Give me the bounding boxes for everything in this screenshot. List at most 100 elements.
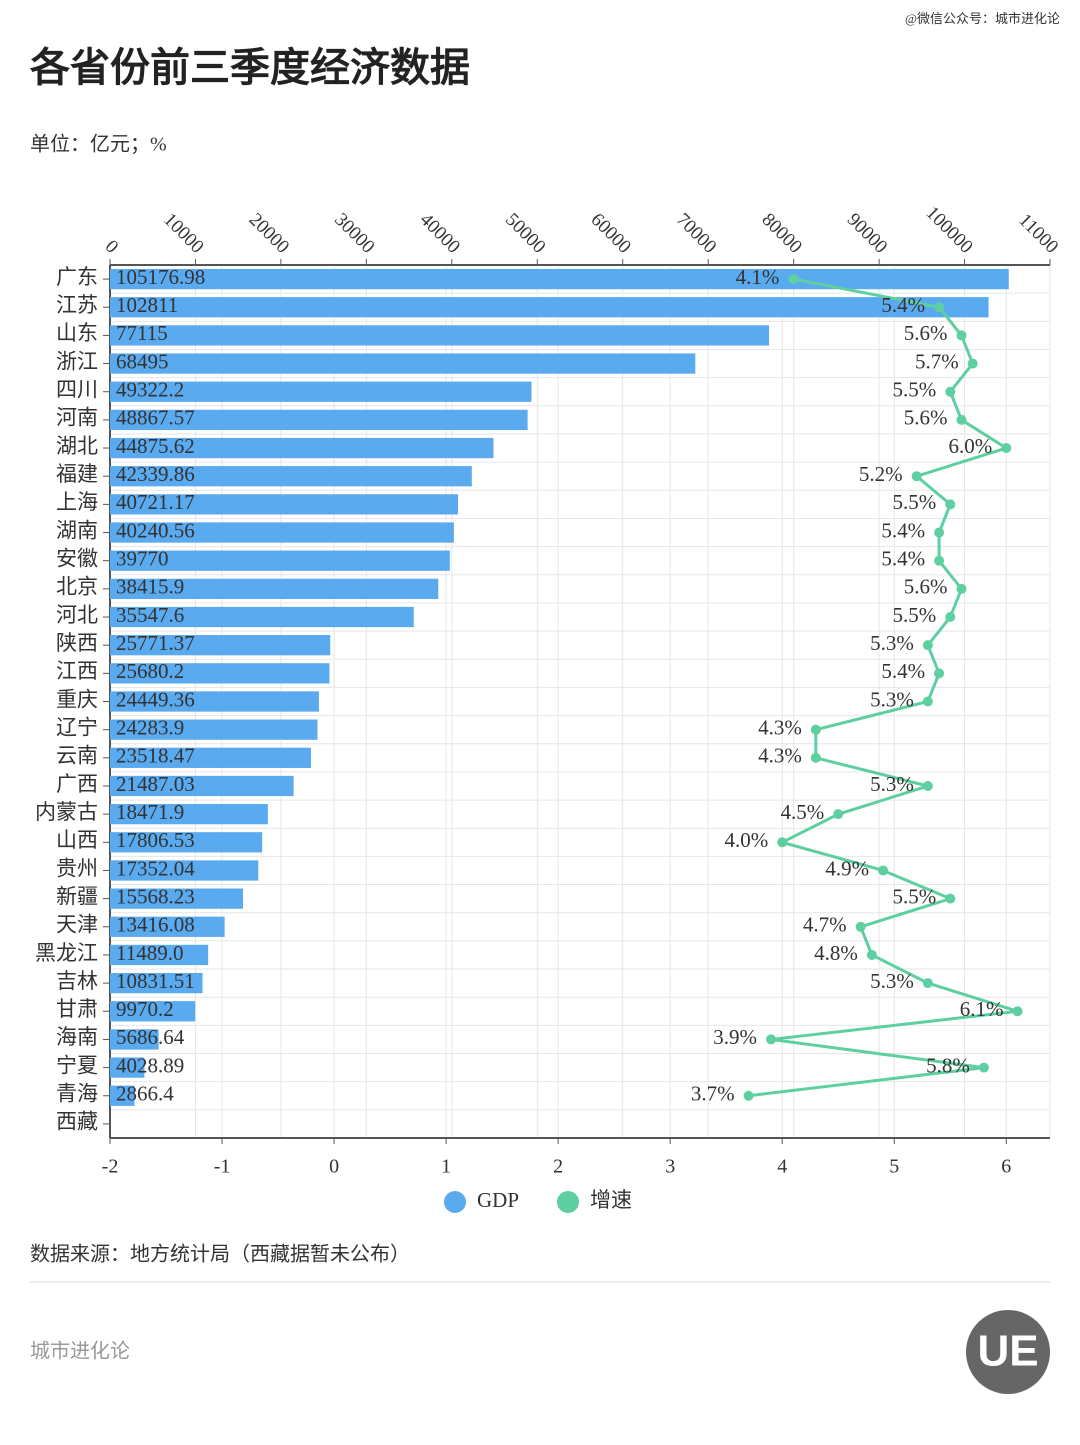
point	[934, 302, 945, 313]
data-label: 5.5%	[893, 884, 937, 908]
x-tick-label: 4	[777, 1156, 787, 1178]
data-label: 4.3%	[758, 744, 802, 768]
point	[788, 274, 799, 285]
data-label: 5.6%	[904, 321, 948, 345]
point	[866, 949, 877, 960]
point	[777, 837, 788, 848]
x2-tick-label: 0	[101, 236, 123, 258]
subtitle: 单位：亿元；%	[30, 133, 167, 156]
y-tick-label: 安徽	[56, 547, 98, 571]
data-label: 4.8%	[814, 941, 858, 965]
data-label: 5.7%	[915, 349, 959, 373]
point	[934, 555, 945, 566]
x2-tick-label: 60000	[587, 209, 635, 257]
y-tick-label: 上海	[56, 490, 98, 514]
data-label: 4.7%	[803, 913, 847, 937]
y-tick-label: 黑龙江	[35, 941, 98, 965]
data-label: 4.1%	[736, 265, 780, 289]
x2-tick-label: 90000	[843, 209, 891, 257]
x2-tick-label: 40000	[416, 209, 464, 257]
data-label: 105176.98	[116, 265, 205, 289]
y-tick-label: 吉林	[56, 969, 98, 993]
y-tick-label: 湖南	[56, 518, 98, 542]
data-label: 10831.51	[116, 969, 195, 993]
y-tick-label: 新疆	[56, 884, 98, 908]
y-tick-label: 江西	[56, 659, 98, 683]
bar	[110, 747, 311, 768]
point	[766, 1034, 777, 1045]
data-label: 5.5%	[893, 490, 937, 514]
y-tick-label: 天津	[56, 913, 98, 937]
y-tick-label: 北京	[56, 575, 98, 599]
y-tick-label: 四川	[56, 378, 98, 402]
y-tick-label: 陕西	[56, 631, 98, 655]
bar	[110, 832, 263, 853]
bar	[110, 972, 203, 994]
point	[911, 471, 922, 482]
data-label: 44875.62	[116, 434, 195, 458]
data-label: 18471.9	[116, 800, 184, 824]
legend-swatch	[557, 1191, 579, 1213]
y-tick-label: 山东	[56, 321, 98, 345]
data-label: 6.1%	[960, 997, 1004, 1021]
y-tick-label: 云南	[56, 744, 98, 768]
data-label: 40240.56	[116, 518, 195, 542]
x-tick-label: -1	[214, 1156, 231, 1178]
data-label: 40721.17	[116, 490, 195, 514]
x2-tick-label: 11000	[1014, 210, 1062, 258]
data-label: 5.4%	[881, 518, 925, 542]
data-label: 24283.9	[116, 715, 184, 739]
y-tick-label: 海南	[56, 1025, 98, 1049]
data-label: 4.9%	[825, 856, 869, 880]
legend-label: 增速	[590, 1188, 632, 1212]
point	[945, 893, 956, 904]
data-label: 11489.0	[116, 941, 183, 965]
chart-title: 各省份前三季度经济数据	[30, 45, 470, 90]
point	[945, 612, 956, 623]
data-label: 13416.08	[116, 913, 195, 937]
bar	[110, 381, 532, 402]
y-tick-label: 宁夏	[56, 1053, 98, 1077]
x2-tick-label: 20000	[245, 209, 293, 257]
logo: UE	[977, 1327, 1038, 1376]
point	[956, 583, 967, 594]
data-label: 102811	[116, 293, 178, 317]
point	[978, 1062, 989, 1073]
data-label: 5.3%	[870, 687, 914, 711]
y-tick-label: 广西	[56, 772, 98, 796]
x-tick-label: 5	[889, 1156, 899, 1178]
footer: 城市进化论	[30, 1340, 130, 1363]
point	[945, 499, 956, 510]
point	[878, 865, 889, 876]
bar	[110, 268, 1009, 290]
data-label: 42339.86	[116, 462, 195, 486]
x2-tick-label: 50000	[501, 209, 549, 257]
data-label: 5.5%	[893, 378, 937, 402]
point	[922, 696, 933, 707]
y-tick-label: 广东	[56, 265, 98, 289]
line	[748, 277, 1018, 1098]
data-label: 23518.47	[116, 744, 195, 768]
data-label: 5.6%	[904, 575, 948, 599]
y-tick-label: 贵州	[56, 856, 98, 880]
x-tick-label: 1	[441, 1156, 451, 1178]
data-label: 5686.64	[116, 1025, 185, 1049]
data-label: 5.3%	[870, 772, 914, 796]
legend-label: GDP	[477, 1188, 519, 1212]
point	[934, 527, 945, 538]
bar	[110, 1057, 145, 1078]
data-label: 68495	[116, 349, 169, 373]
data-label: 17806.53	[116, 828, 195, 852]
watermark: @微信公众号：城市进化论	[905, 11, 1060, 26]
y-tick-label: 内蒙古	[35, 800, 98, 824]
point	[810, 724, 821, 735]
bar	[110, 944, 209, 966]
data-label: 25771.37	[116, 631, 195, 655]
point	[922, 978, 933, 989]
y-tick-label: 山西	[56, 828, 98, 852]
bar	[110, 775, 294, 797]
data-label: 5.6%	[904, 406, 948, 430]
data-label: 9970.2	[116, 997, 174, 1021]
x2-tick-label: 10000	[159, 209, 207, 257]
